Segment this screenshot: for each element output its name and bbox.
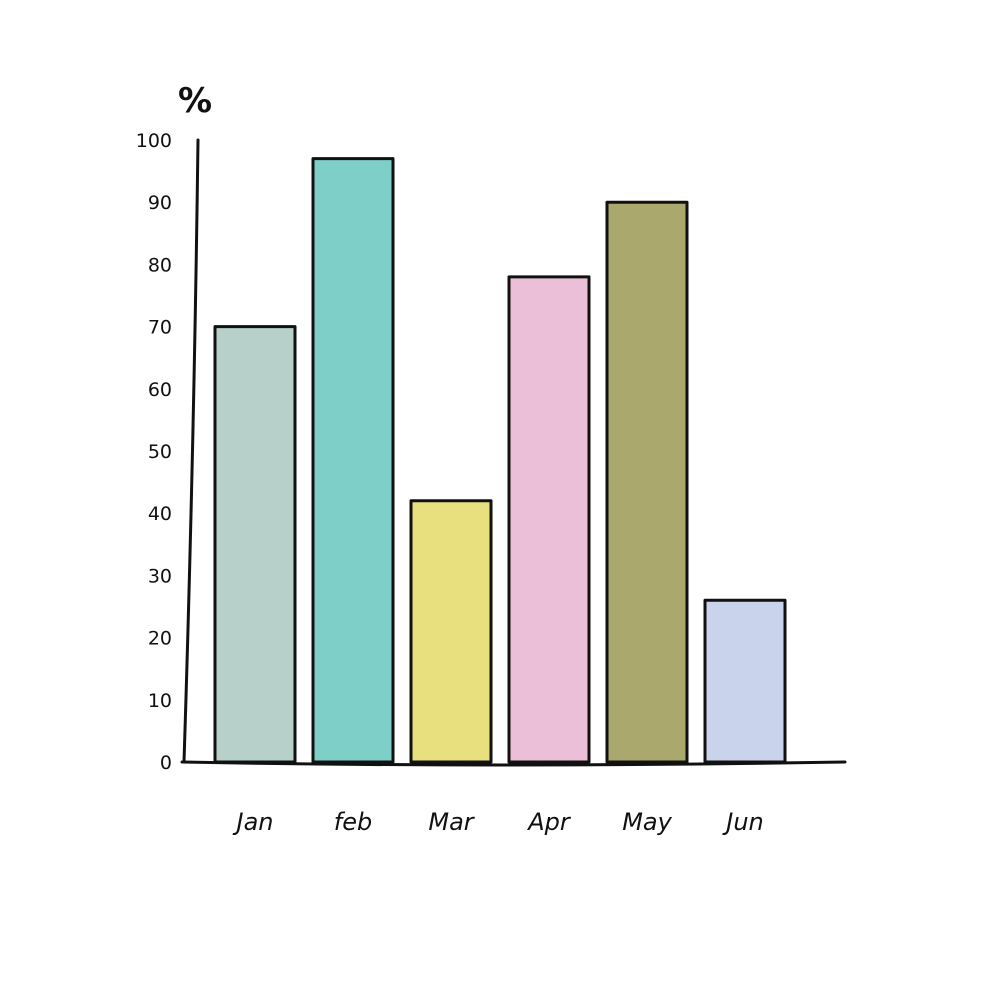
x-tick-label: May [622,808,672,836]
y-axis-unit-label: % [178,81,212,121]
y-tick-label: 30 [148,565,172,587]
y-tick-label: 50 [148,441,172,463]
bar-feb [311,157,395,764]
bars-layer [213,157,787,764]
bar-jun [703,598,787,764]
x-tick-label: Mar [428,808,475,836]
y-tick-label: 20 [148,628,172,650]
x-tick-label: Jan [233,808,274,836]
x-tick-label: Apr [526,808,572,836]
y-tick-labels: 0 10 20 30 40 50 60 70 80 90 100 [136,130,172,774]
y-tick-label: 100 [136,130,172,152]
bar-may [605,200,689,764]
y-axis-line [182,138,200,764]
x-axis-line [180,760,847,767]
x-tick-labels: Jan feb Mar Apr May Jun [233,808,764,836]
y-tick-label: 10 [148,690,172,712]
y-tick-label: 60 [148,379,172,401]
y-tick-label: 90 [148,192,172,214]
x-tick-label: Jun [722,808,764,836]
bar-mar [409,499,493,764]
y-tick-label: 40 [148,503,172,525]
y-tick-label: 70 [148,317,172,339]
bar-jan [213,325,297,764]
y-tick-label: 0 [160,752,172,774]
bar-apr [507,275,591,764]
y-tick-label: 80 [148,254,172,276]
x-tick-label: feb [334,808,372,836]
